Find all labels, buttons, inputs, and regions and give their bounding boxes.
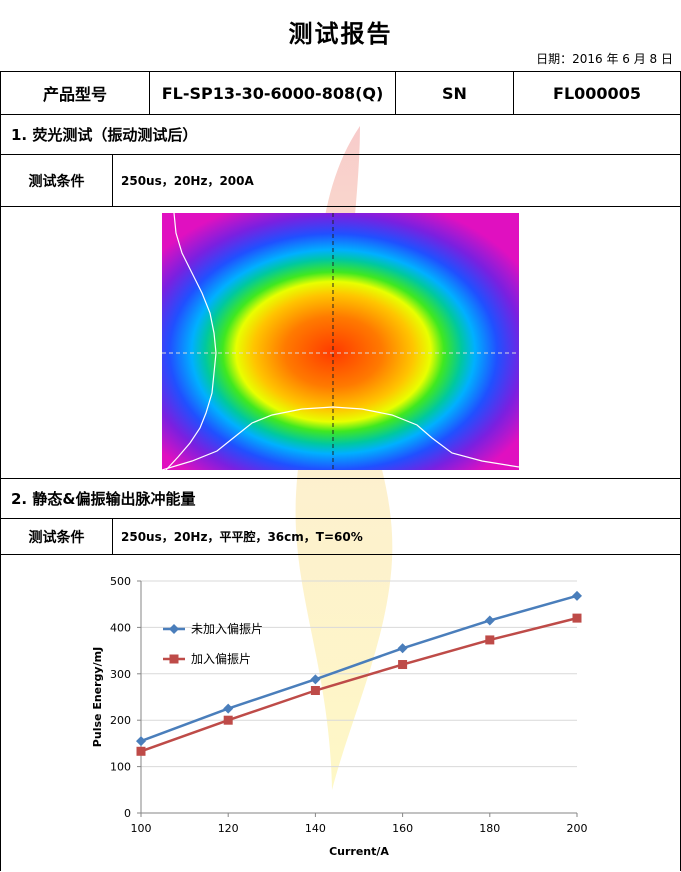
data-point <box>136 746 146 756</box>
y-axis-label: Pulse Energy/mJ <box>91 647 104 747</box>
data-point <box>310 686 320 696</box>
section2-heading: 2. 静态&偏振输出脉冲能量 <box>11 490 196 508</box>
section1-heading: 1. 荧光测试（振动测试后） <box>11 126 198 144</box>
section1-cond-label: 测试条件 <box>1 155 113 206</box>
x-tick-label: 160 <box>392 822 413 835</box>
section1-image-row <box>0 206 681 478</box>
sn-label: SN <box>396 72 514 114</box>
y-tick-label: 200 <box>110 714 131 727</box>
section1-heading-row: 1. 荧光测试（振动测试后） <box>0 114 681 154</box>
data-point <box>484 615 495 626</box>
series-line-1 <box>140 594 578 743</box>
data-point <box>136 736 146 747</box>
y-tick-label: 500 <box>110 575 131 588</box>
series-line-2 <box>140 616 578 753</box>
data-point <box>572 590 582 601</box>
x-tick-label: 140 <box>305 822 326 835</box>
y-tick-label: 300 <box>110 668 131 681</box>
section1-conditions-row: 测试条件 250us，20Hz，200A <box>0 154 681 206</box>
x-tick-label: 120 <box>218 822 239 835</box>
y-tick-label: 0 <box>124 807 131 820</box>
sn-value: FL000005 <box>553 83 641 103</box>
x-tick-label: 100 <box>131 822 152 835</box>
section2-heading-row: 2. 静态&偏振输出脉冲能量 <box>0 478 681 518</box>
vertical-intensity-profile <box>165 213 217 470</box>
x-tick-label: 200 <box>567 822 588 835</box>
legend-marker-2 <box>169 654 179 664</box>
section2-chart-row: 0 100 200 300 400 500 100 120 140 160 180 200 Curren… <box>0 554 681 871</box>
data-point <box>398 660 408 670</box>
model-label: 产品型号 <box>1 72 150 114</box>
page-title: 测试报告 <box>288 20 393 48</box>
section1-cond-value: 250us，20Hz，200A <box>121 174 254 188</box>
model-value: FL-SP13-30-6000-808(Q) <box>150 72 396 114</box>
y-tick-label: 400 <box>110 621 131 634</box>
beam-profile-heatmap <box>162 213 519 470</box>
fluorescence-image <box>162 213 519 470</box>
data-point <box>223 703 234 714</box>
section2-cond-value: 250us，20Hz，平平腔，36cm，T=60% <box>121 530 363 544</box>
data-point <box>485 635 495 645</box>
x-tick-label: 180 <box>479 822 500 835</box>
legend-marker-1 <box>169 624 179 634</box>
report-date: 日期：2016 年 6 月 8 日 <box>536 52 673 66</box>
legend-label-2: 加入偏振片 <box>191 651 251 666</box>
product-info-row: 产品型号 FL-SP13-30-6000-808(Q) SN FL000005 <box>0 71 681 114</box>
y-tick-label: 100 <box>110 761 131 774</box>
section2-cond-label: 测试条件 <box>1 519 113 554</box>
data-point <box>572 613 582 623</box>
section2-conditions-row: 测试条件 250us，20Hz，平平腔，36cm，T=60% <box>0 518 681 554</box>
data-point <box>223 715 233 725</box>
legend-label-1: 未加入偏振片 <box>191 621 263 636</box>
data-point <box>310 674 321 685</box>
x-axis-label: Current/A <box>329 845 389 858</box>
data-point <box>397 643 408 654</box>
